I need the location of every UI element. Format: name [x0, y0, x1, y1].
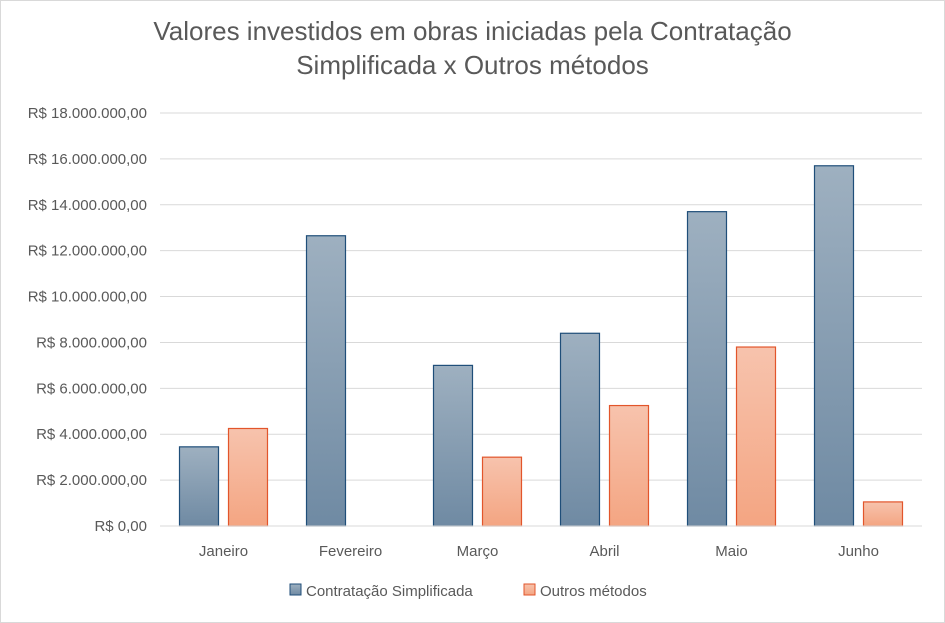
chart-title-line1: Valores investidos em obras iniciadas pe…: [153, 16, 792, 46]
y-tick-label: R$ 6.000.000,00: [36, 380, 147, 397]
x-tick-label: Maio: [715, 543, 748, 560]
bar-contratacao-simplificada-5: [813, 165, 855, 527]
bar-contratacao-simplificada-4: [686, 211, 728, 527]
legend-swatch-0: [289, 583, 302, 596]
y-tick-label: R$ 16.000.000,00: [28, 151, 147, 168]
x-tick-label: Março: [457, 543, 499, 560]
y-tick-label: R$ 4.000.000,00: [36, 426, 147, 443]
y-tick-label: R$ 8.000.000,00: [36, 334, 147, 351]
chart-title-line2: Simplificada x Outros métodos: [296, 50, 649, 80]
bar-outros-metodos-2: [481, 456, 523, 527]
bar-outros-metodos-4: [735, 346, 777, 527]
bar-contratacao-simplificada-2: [432, 364, 474, 527]
bars: [178, 165, 904, 527]
y-axis: R$ 0,00 R$ 2.000.000,00 R$ 4.000.000,00 R$ …: [28, 105, 147, 535]
legend-label-1: Outros métodos: [540, 583, 647, 600]
x-tick-label: Abril: [589, 543, 619, 560]
legend: Contratação Simplificada Outros métodos: [289, 583, 647, 600]
bar-contratacao-simplificada-1: [305, 235, 347, 527]
x-tick-label: Fevereiro: [319, 543, 382, 560]
y-tick-label: R$ 12.000.000,00: [28, 243, 147, 260]
y-tick-label: R$ 18.000.000,00: [28, 105, 147, 122]
x-axis: Janeiro Fevereiro Março Abril Maio Junho: [160, 525, 922, 560]
y-tick-label: R$ 2.000.000,00: [36, 472, 147, 489]
x-tick-label: Janeiro: [199, 543, 248, 560]
bar-contratacao-simplificada-3: [559, 332, 601, 527]
bar-outros-metodos-5: [862, 501, 904, 527]
bar-outros-metodos-3: [608, 404, 650, 527]
chart-title: Valores investidos em obras iniciadas pe…: [0, 14, 945, 82]
y-tick-label: R$ 10.000.000,00: [28, 289, 147, 306]
y-tick-label: R$ 14.000.000,00: [28, 197, 147, 214]
bar-outros-metodos-0: [227, 427, 269, 527]
legend-label-0: Contratação Simplificada: [306, 583, 473, 600]
y-tick-label: R$ 0,00: [94, 518, 147, 535]
bar-contratacao-simplificada-0: [178, 446, 220, 527]
legend-swatch-1: [523, 583, 536, 596]
gridlines: [160, 112, 922, 527]
x-tick-label: Junho: [838, 543, 879, 560]
